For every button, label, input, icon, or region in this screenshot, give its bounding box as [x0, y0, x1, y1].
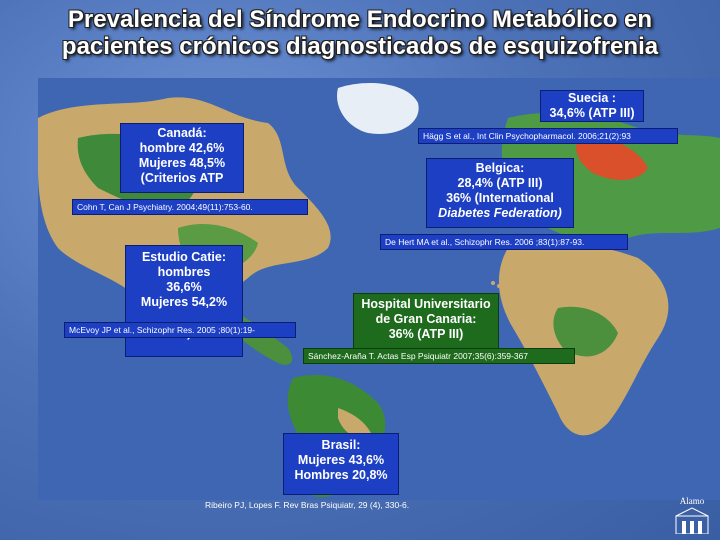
citation-ribeiro: Ribeiro PJ, Lopes F. Rev Bras Psiquiatr,…: [205, 500, 410, 510]
gran-canaria-line-2: de Gran Canaria:: [375, 312, 477, 326]
canada-line-3: Mujeres 48,5%: [138, 156, 226, 170]
catie-line-3: 36,6%: [166, 280, 202, 294]
suecia-box: Suecia : 34,6% (ATP III): [540, 90, 644, 122]
citation-hagg: Hägg S et al., Int Clin Psychopharmacol.…: [418, 128, 678, 144]
citation-mcevoy: McEvoy JP et al., Schizophr Res. 2005 ;8…: [64, 322, 296, 338]
suecia-line-1: Suecia :: [568, 91, 616, 105]
gran-canaria-line-3: 36% (ATP III): [388, 327, 464, 341]
building-icon: [675, 507, 709, 535]
catie-box: Estudio Catie: hombres 36,6% Mujeres 54,…: [125, 245, 243, 357]
brasil-box: Brasil: Mujeres 43,6% Hombres 20,8%: [283, 433, 399, 495]
logo-text: Alamo: [679, 496, 705, 506]
belgica-line-4: Diabetes Federation): [438, 206, 562, 220]
belgica-line-1: Belgica:: [475, 161, 525, 175]
catie-line-4: Mujeres 54,2%: [140, 295, 228, 309]
brasil-line-2: Mujeres 43,6%: [297, 453, 385, 467]
slide-title: Prevalencia del Síndrome Endocrino Metab…: [0, 6, 720, 60]
citation-sanchez: Sánchez-Araña T. Actas Esp Psiquiatr 200…: [303, 348, 575, 364]
brasil-line-1: Brasil:: [321, 438, 361, 452]
citation-dehert: De Hert MA et al., Schizophr Res. 2006 ;…: [380, 234, 628, 250]
belgica-line-2: 28,4% (ATP III): [457, 176, 543, 190]
canada-line-4: (Criterios ATP: [140, 171, 224, 185]
belgica-box: Belgica: 28,4% (ATP III) 36% (Internatio…: [426, 158, 574, 228]
gran-canaria-box: Hospital Universitario de Gran Canaria: …: [353, 293, 499, 350]
suecia-line-2: 34,6% (ATP III): [549, 106, 635, 120]
gran-canaria-line-1: Hospital Universitario: [361, 297, 491, 311]
canada-line-1: Canadá:: [157, 126, 207, 140]
title-line-2: pacientes crónicos diagnosticados de esq…: [61, 33, 659, 60]
alamo-logo: Alamo: [670, 496, 714, 536]
title-line-1: Prevalencia del Síndrome Endocrino Metab…: [67, 6, 653, 33]
catie-line-1: Estudio Catie:: [141, 250, 227, 264]
citation-cohn: Cohn T, Can J Psychiatry. 2004;49(11):75…: [72, 199, 308, 215]
canada-line-2: hombre 42,6%: [139, 141, 225, 155]
brasil-line-3: Hombres 20,8%: [294, 468, 388, 482]
belgica-line-3: 36% (International: [446, 191, 554, 205]
catie-line-2: hombres: [157, 265, 211, 279]
canada-box: Canadá: hombre 42,6% Mujeres 48,5% (Crit…: [120, 123, 244, 193]
